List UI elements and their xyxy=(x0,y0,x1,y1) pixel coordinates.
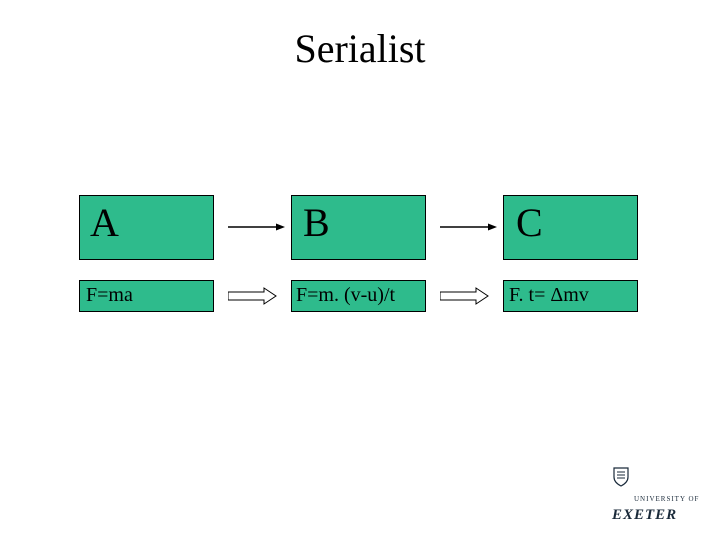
logo-line1: UNIVERSITY OF xyxy=(612,495,699,503)
arrow-icon xyxy=(440,217,497,237)
diagram-box-label: F. t= Δmv xyxy=(509,284,589,307)
diagram-box-label: F=ma xyxy=(86,284,133,307)
diagram-box-label: F=m. (v-u)/t xyxy=(296,284,395,307)
university-logo: UNIVERSITY OF EXETER xyxy=(612,466,702,524)
crest-icon xyxy=(612,466,630,488)
slide-title: Serialist xyxy=(0,25,720,72)
slide-canvas: Serialist A B C F=ma F=m. (v-u)/t F. t= Δmv U… xyxy=(0,0,720,540)
diagram-box-label: A xyxy=(90,199,119,246)
block-arrow-icon xyxy=(440,286,490,306)
arrow-icon xyxy=(228,217,285,237)
diagram-box-label: C xyxy=(516,199,543,246)
block-arrow-icon xyxy=(228,286,278,306)
logo-line2: EXETER xyxy=(612,507,677,523)
diagram-box-label: B xyxy=(303,199,330,246)
